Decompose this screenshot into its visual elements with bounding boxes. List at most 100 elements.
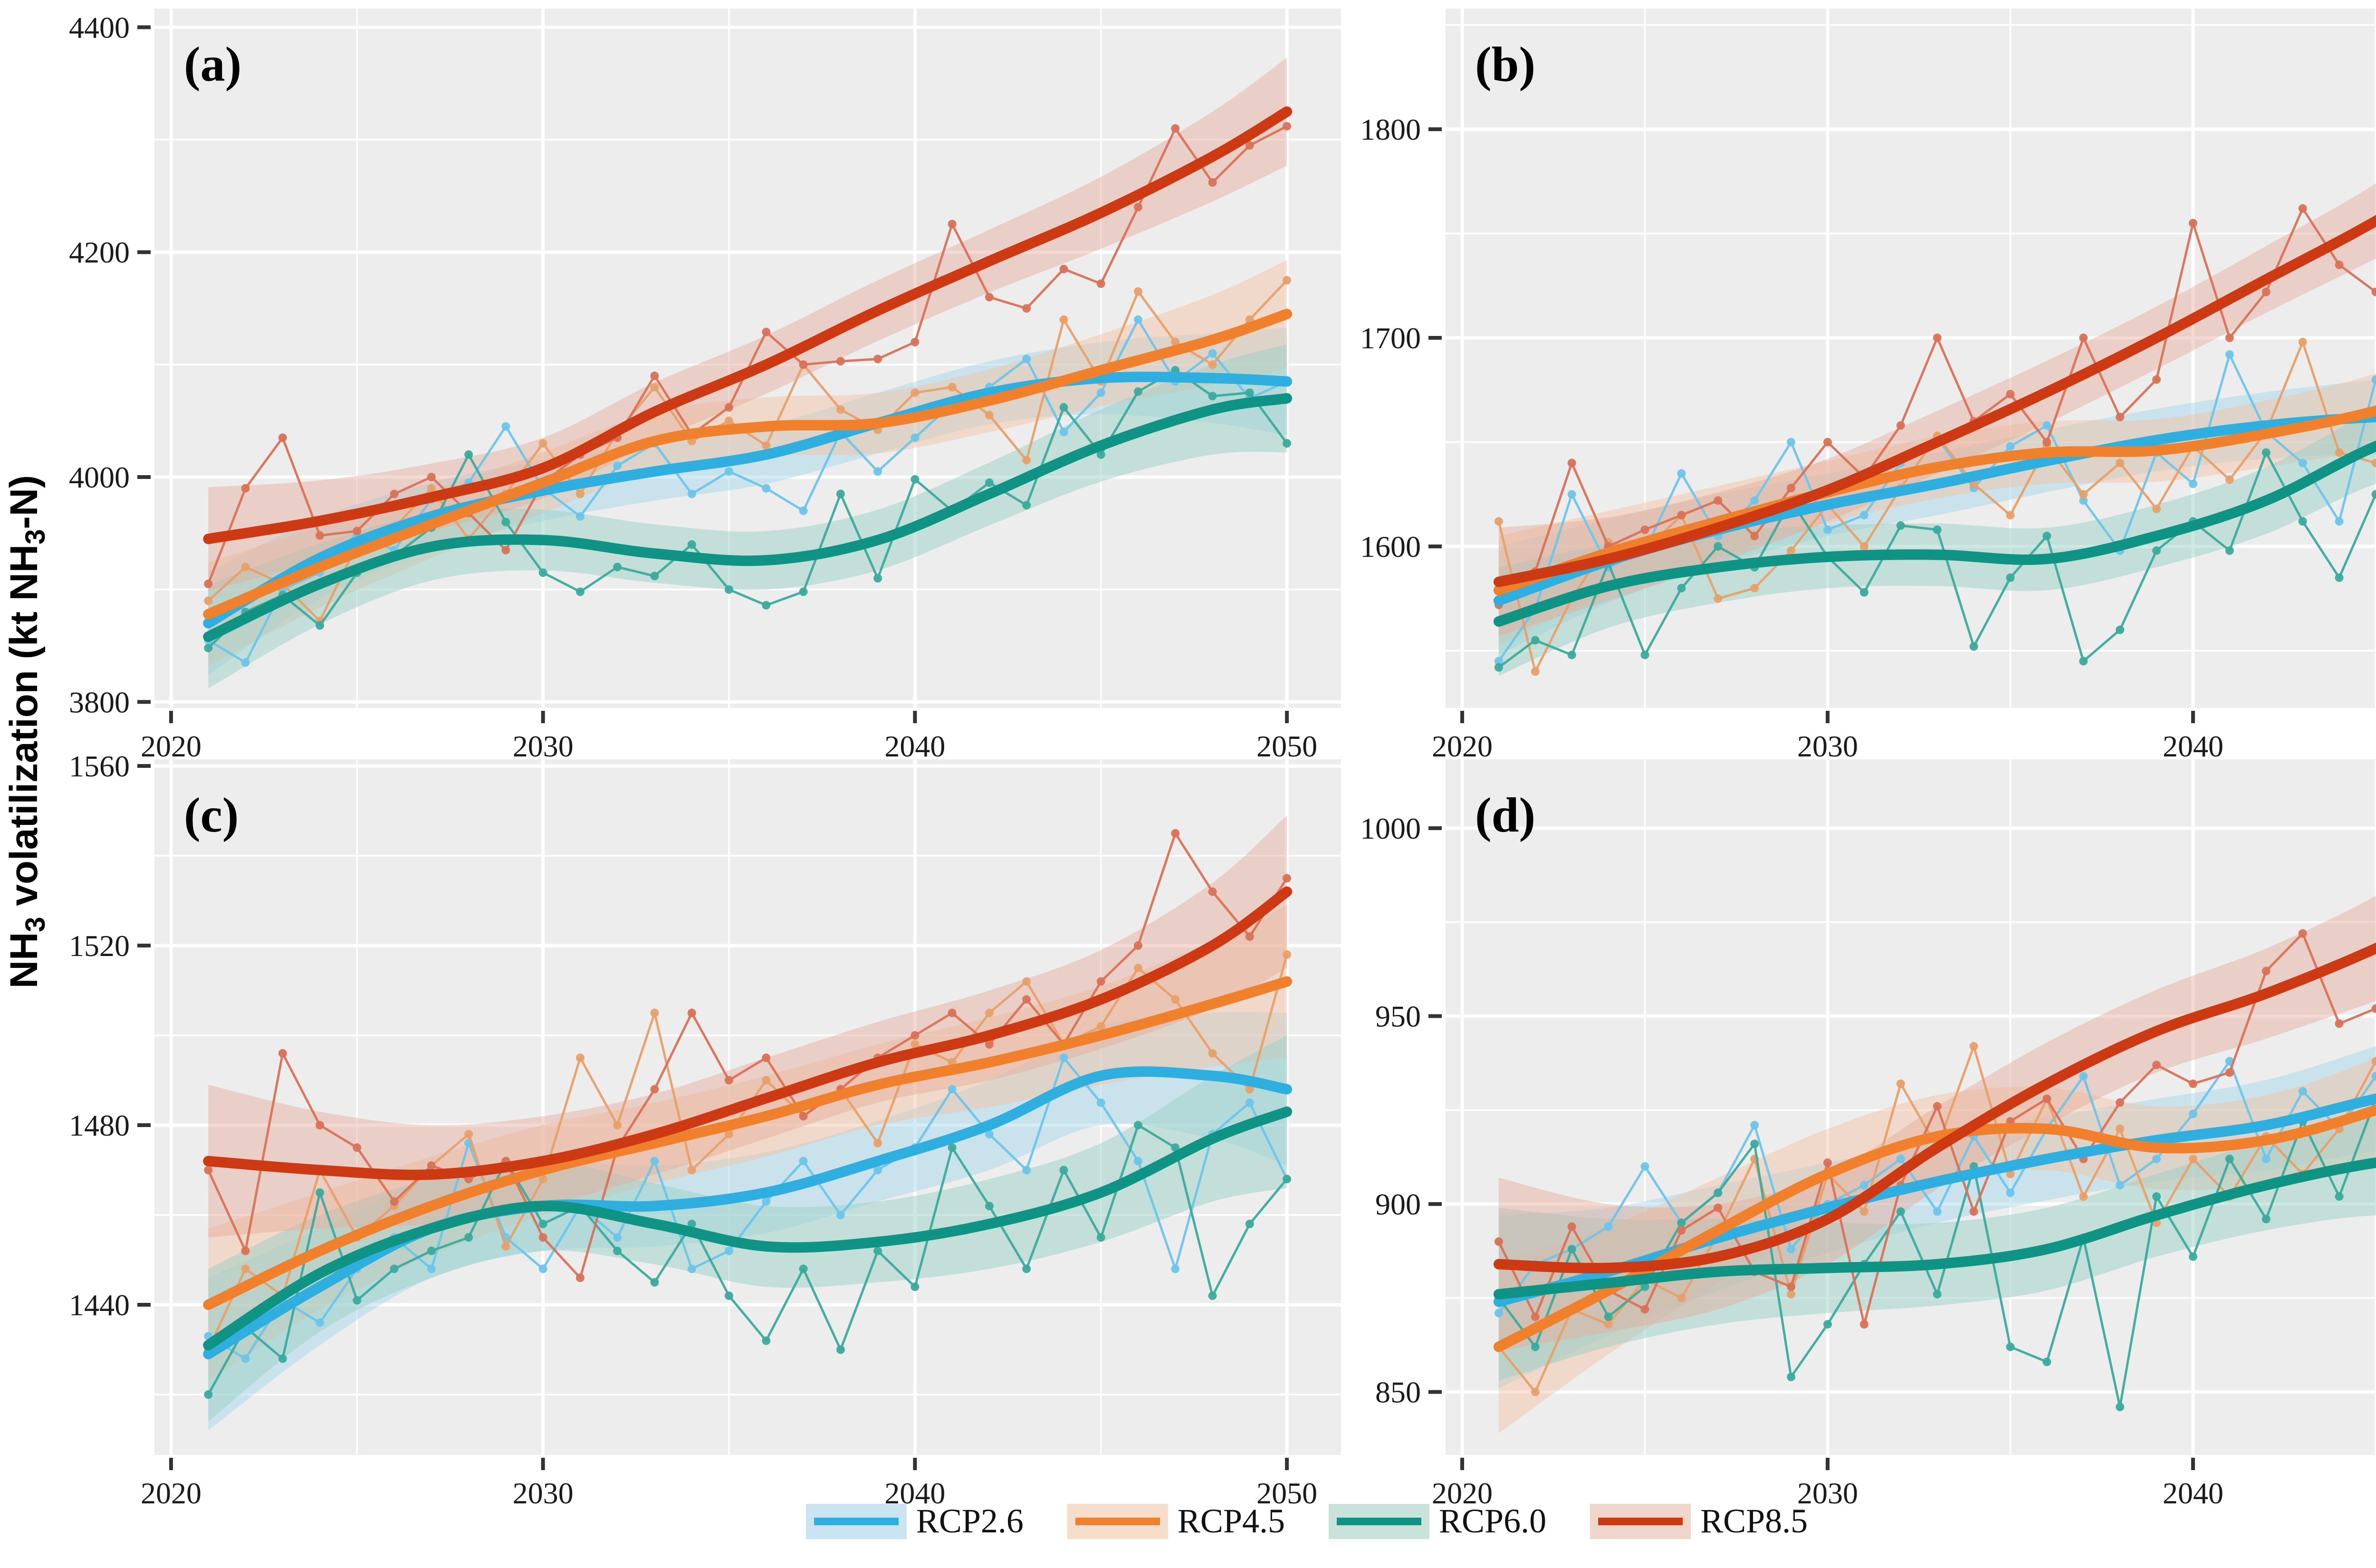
y-tick-label: 900 [1375,1187,1421,1221]
annual-point [1896,1207,1905,1216]
annual-point [2189,219,2197,228]
annual-point [1933,1207,1942,1216]
annual-point [464,1129,473,1138]
annual-point [1531,1342,1540,1351]
annual-point [2152,1155,2161,1164]
annual-point [1022,304,1031,313]
annual-point [687,540,696,549]
annual-point [799,1157,808,1166]
annual-point [687,1166,696,1175]
annual-point [316,1188,325,1197]
annual-point [1171,124,1180,133]
annual-point [1604,1312,1613,1321]
annual-point [725,403,733,412]
annual-point [2371,1004,2376,1013]
annual-point [241,658,250,667]
annual-point [464,1233,473,1242]
annual-point [1171,1264,1180,1273]
annual-point [2371,287,2376,296]
annual-point [538,1264,547,1273]
annual-point [985,293,994,302]
y-tick-label: 1000 [1360,812,1421,845]
annual-point [2189,1252,2197,1261]
annual-point [1640,1282,1649,1291]
annual-point [2371,1072,2376,1081]
annual-point [1567,1244,1576,1253]
annual-point [1208,1291,1217,1300]
annual-line-rcp4.5 [1497,341,2376,673]
annual-point [2116,1181,2125,1190]
annual-point [1787,546,1796,555]
annual-point [1245,932,1254,941]
annual-point [278,1354,287,1363]
legend-key-rcp26 [805,1503,907,1539]
annual-point [762,1197,771,1206]
annual-point [948,1143,957,1152]
panel-data-layer [203,815,1293,1431]
annual-point [390,489,399,498]
annual-point [1531,636,1540,645]
annual-point [241,563,250,572]
annual-point [985,478,994,487]
annual-point [2371,459,2376,468]
annual-point [353,1143,362,1152]
annual-point [2152,546,2161,555]
annual-point [1933,1102,1942,1111]
annual-point [650,1085,659,1094]
annual-point [278,433,287,442]
annual-point [2371,1057,2376,1066]
annual-point [910,475,920,484]
legend-line-icon [1598,1517,1683,1525]
annual-point [1896,1155,1905,1164]
annual-point [576,587,584,596]
annual-point [2261,966,2271,975]
annual-point [1494,663,1503,672]
x-tick-label: 2020 [141,729,201,763]
annual-point [2225,350,2234,359]
annual-point [2335,1019,2344,1028]
annual-point [873,574,882,583]
annual-point [2006,1169,2015,1178]
annual-point [762,484,771,493]
annual-line-rcp8.5 [1498,207,2376,606]
annual-point [2189,1155,2197,1164]
annual-point [1096,1233,1105,1242]
annual-point [799,1112,808,1121]
annual-point [2298,204,2307,213]
annual-point [1022,456,1031,465]
y-tick-label: 4400 [69,10,130,44]
annual-point [2261,287,2271,296]
annual-line-rcp6.0 [1497,1098,2376,1408]
panel-data-layer [203,57,1293,688]
annual-point [390,1197,399,1206]
annual-point [1494,1309,1503,1318]
annual-point [1787,1282,1796,1291]
annual-point [1134,964,1142,973]
annual-point [1677,1226,1686,1235]
smooth-line-rcp6.0 [1493,1157,2376,1300]
annual-point [1896,1079,1905,1088]
smooth-line-rcp4.5 [1493,1104,2376,1352]
annual-point [1134,315,1142,324]
annual-point [2079,1192,2088,1201]
annual-point [762,1336,771,1345]
annual-point [1750,496,1759,505]
x-tick-label: 2030 [513,729,574,763]
annual-point [353,1296,362,1305]
annual-point [1059,403,1068,412]
annual-point [1171,1143,1180,1152]
ci-ribbon-rcp8.5 [208,57,1287,591]
annual-point [1859,1181,1868,1190]
annual-point [501,1242,510,1251]
annual-point [576,1273,584,1282]
legend-key-rcp85 [1590,1503,1691,1539]
annual-point [1208,887,1217,896]
annual-point [836,1345,845,1354]
annual-point [1059,315,1068,324]
annual-point [1245,1098,1254,1107]
annual-point [241,1264,250,1273]
annual-point [2006,1188,2015,1197]
annual-point [985,1008,994,1017]
annual-point [1022,977,1031,986]
